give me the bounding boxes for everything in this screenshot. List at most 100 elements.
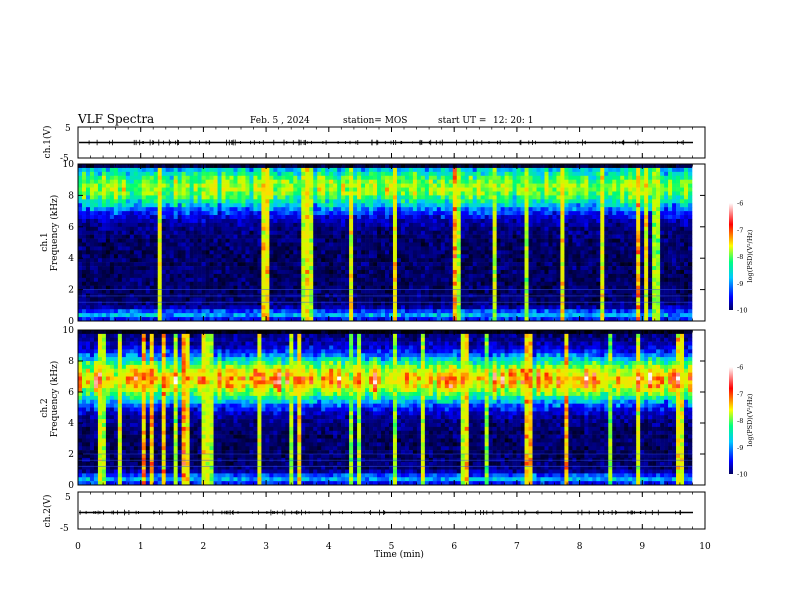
spectrogram-cell [217,317,222,322]
spectrogram-cell [524,305,529,310]
spectrogram-cell [149,273,155,279]
spectrogram-cell [472,309,477,314]
spectrogram-cell [400,309,406,314]
spectrogram-cell [289,242,294,247]
spectrogram-cell [416,226,422,232]
spectrogram-cell [516,167,521,173]
spectrogram-cell [361,238,366,243]
spectrogram-cell [532,195,537,200]
spectrogram-cell [536,230,541,235]
spectrogram-cell [333,211,338,216]
spectrogram-cell [233,285,238,290]
spectrogram-cell [297,281,302,286]
spectrogram-cell [317,309,322,314]
spectrogram-cell [105,313,111,318]
spectrogram-cell [412,254,418,259]
spectrogram-cell [381,187,386,192]
spectrogram-cell [265,262,270,267]
spectrogram-cell [321,183,326,188]
spectrogram-cell [488,273,493,279]
spectrogram-cell [161,183,167,188]
spectrogram-cell [109,199,115,204]
spectrogram-cell [257,254,262,259]
spectrogram-cell [249,313,254,318]
spectrogram-cell [129,297,135,302]
spectrogram-cell [177,207,182,212]
spectrogram-cell [189,167,194,173]
spectrogram-cell [456,195,462,200]
spectrogram-cell [528,258,533,263]
spectrogram-cell [309,215,314,220]
spectrogram-cell [544,242,549,247]
spectrogram-cell [233,175,238,180]
spectrogram-cell [536,246,541,251]
spectrogram-cell [233,262,238,267]
spectrogram-cell [552,301,557,306]
spectrogram-cell [205,222,210,228]
spectrogram-cell [333,164,338,169]
spectrogram-cell [213,167,218,173]
spectrogram-cell [229,164,234,169]
spectrogram-cell [285,258,290,263]
spectrogram-cell [165,254,170,259]
spectrogram-cell [361,183,366,188]
spectrogram-cell [245,285,250,290]
spectrogram-cell [329,183,334,188]
spectrogram-cell [273,301,278,306]
spectrogram-cell [512,164,517,169]
spectrogram-cell [309,254,314,259]
spectrogram-cell [464,171,470,177]
spectrogram-cell [185,242,190,247]
spectrogram-cell [309,309,314,314]
spectrogram-cell [436,277,442,283]
spectrogram-cell [125,234,131,239]
spectrogram-cell [369,281,374,286]
spectrogram-cell [512,242,517,247]
spectrogram-cell [361,297,366,302]
spectrogram-cell [137,226,143,232]
spectrogram-cell [241,273,246,279]
spectrogram-cell [181,269,186,275]
spectrogram-cell [516,313,521,318]
spectrogram-cell [321,250,326,255]
spectrogram-cell [281,266,286,271]
spectrogram-cell [369,199,374,204]
spectrogram-cell [145,164,151,169]
spectrogram-cell [536,258,541,263]
spectrogram-cell [428,171,434,177]
spectrogram-cell [508,199,513,204]
spectrogram-cell [333,226,338,232]
spectrogram-cell [365,195,370,200]
spectrogram-cell [161,266,167,271]
spectrogram-cell [532,199,537,204]
spectrogram-cell [548,230,553,235]
spectrogram-cell [233,226,238,232]
spectrogram-cell [177,301,182,306]
spectrogram-cell [377,309,382,314]
spectrogram-cell [412,222,418,228]
spectrogram-cell [381,254,386,259]
spectrogram-cell [548,211,553,216]
spectrogram-cell [313,230,318,235]
spectrogram-cell [484,281,489,286]
spectrogram-cell [404,250,410,255]
spectrogram-cell [424,254,430,259]
spectrogram-cell [377,254,382,259]
spectrogram-cell [377,226,382,232]
spectrogram-cell [404,179,410,184]
spectrogram-cell [385,167,390,173]
spectrogram-cell [512,234,517,239]
spectrogram-cell [157,246,163,251]
spectrogram-cell [428,258,434,263]
spectrogram-cell [357,269,362,275]
spectrogram-cell [93,262,99,267]
spectrogram-cell [153,167,159,173]
spectrogram-cell [528,222,533,228]
spectrogram-cell [412,258,418,263]
spectrogram-cell [369,258,374,263]
spectrogram-cell [97,199,103,204]
spectrogram-cell [78,230,83,235]
spectrogram-cell [536,309,541,314]
spectrogram-cell [337,262,342,267]
spectrogram-cell [285,171,290,177]
